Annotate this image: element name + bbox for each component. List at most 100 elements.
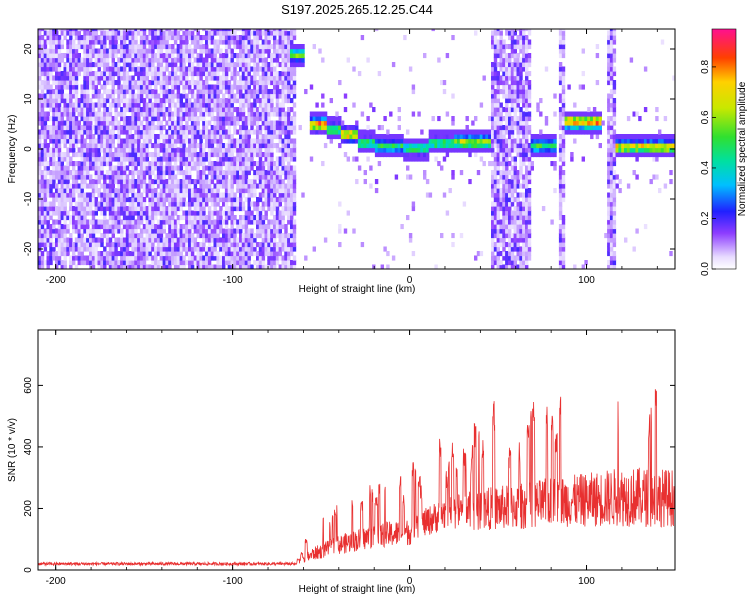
spectrogram-cell bbox=[137, 29, 141, 32]
spectrogram-cell bbox=[233, 138, 237, 144]
spectrogram-cell bbox=[66, 66, 70, 72]
spectrogram-cell bbox=[142, 71, 147, 77]
spectrogram-cell bbox=[199, 98, 203, 104]
spectrogram-cell bbox=[171, 98, 175, 104]
spectrogram-cell bbox=[168, 197, 172, 203]
spectrogram-cell bbox=[216, 255, 220, 261]
spectrogram-cell bbox=[142, 197, 147, 203]
spectrogram-cell bbox=[142, 174, 147, 180]
spectrogram-cell bbox=[247, 147, 251, 153]
spectrogram-cell bbox=[77, 161, 81, 167]
spectrogram-cell bbox=[199, 102, 203, 108]
spectrogram-cell bbox=[80, 251, 84, 257]
spectrogram-cell bbox=[86, 89, 90, 95]
spectrogram-cell bbox=[83, 138, 87, 144]
spectrogram-cell bbox=[377, 71, 382, 77]
spectrogram-cell bbox=[171, 75, 175, 81]
spectrogram-cell bbox=[193, 143, 198, 149]
spectrogram-cell bbox=[496, 170, 500, 176]
spectrogram-cell bbox=[125, 44, 130, 50]
spectrogram-cell bbox=[66, 111, 70, 117]
spectrogram-cell bbox=[159, 260, 164, 266]
spectrogram-cell bbox=[80, 215, 84, 221]
spectrogram-cell bbox=[196, 66, 200, 72]
spectrogram-cell bbox=[499, 264, 503, 269]
spectrogram-cell bbox=[179, 66, 183, 72]
spectrogram-cell bbox=[202, 98, 206, 104]
spectrogram-cell bbox=[80, 84, 84, 90]
spectrogram-cell bbox=[290, 156, 294, 162]
spectrogram-cell bbox=[40, 116, 45, 122]
spectrogram-cell bbox=[80, 39, 84, 45]
spectrogram-cell bbox=[80, 116, 84, 122]
spectrogram-cell bbox=[103, 179, 107, 185]
spectrogram-cell bbox=[162, 143, 166, 149]
spectrogram-cell bbox=[233, 66, 237, 72]
spectrogram-cell bbox=[159, 111, 164, 117]
spectrogram-cell bbox=[241, 192, 246, 198]
spectrogram-cell bbox=[499, 179, 503, 185]
spectrogram-cell bbox=[72, 228, 76, 234]
spectrogram-cell bbox=[199, 44, 203, 50]
spectrogram-cell bbox=[38, 143, 42, 149]
spectrogram-cell bbox=[216, 228, 220, 234]
spectrogram-cell bbox=[134, 66, 138, 72]
spectrogram-cell bbox=[253, 84, 257, 90]
spectrogram-cell bbox=[414, 147, 418, 153]
spectrogram-cell bbox=[159, 48, 164, 54]
spectrogram-cell bbox=[38, 183, 42, 189]
spectrogram-cell bbox=[40, 183, 45, 189]
spectrogram-cell bbox=[159, 210, 164, 216]
spectrogram-cell bbox=[199, 246, 203, 252]
spectrogram-cell bbox=[394, 174, 399, 180]
spectrogram-cell bbox=[250, 237, 254, 243]
spectrogram-cell bbox=[434, 138, 438, 144]
spectrogram-cell bbox=[219, 134, 223, 140]
spectrogram-cell bbox=[290, 210, 294, 216]
spectrogram-cell bbox=[241, 57, 246, 63]
spectrogram-cell bbox=[281, 152, 285, 158]
spectrogram-cell bbox=[103, 251, 107, 257]
spectrogram-cell bbox=[52, 242, 56, 248]
spectrogram-cell bbox=[258, 129, 263, 135]
spectrogram-cell bbox=[213, 255, 217, 261]
spectrogram-cell bbox=[244, 39, 249, 45]
spectrogram-cell bbox=[493, 44, 498, 50]
spectrogram-cell bbox=[207, 246, 212, 252]
spectrogram-cell bbox=[290, 48, 294, 54]
spectrogram-cell bbox=[74, 228, 79, 234]
spectrogram-cell bbox=[241, 62, 246, 68]
spectrogram-cell bbox=[80, 179, 84, 185]
spectrogram-cell bbox=[326, 125, 331, 131]
spectrogram-cell bbox=[114, 219, 118, 225]
spectrogram-cell bbox=[122, 242, 127, 248]
spectrogram-cell bbox=[114, 71, 118, 77]
spectrogram-cell bbox=[145, 152, 149, 158]
spectrogram-cell bbox=[222, 120, 226, 126]
spectrogram-cell bbox=[267, 161, 271, 167]
spectrogram-cell bbox=[216, 165, 220, 171]
spectrogram-cell bbox=[128, 242, 132, 248]
spectrogram-cell bbox=[241, 134, 246, 140]
spectrogram-cell bbox=[284, 66, 288, 72]
spectrogram-cell bbox=[394, 134, 399, 140]
spectrogram-cell bbox=[239, 138, 243, 144]
spectrogram-cell bbox=[247, 84, 251, 90]
spectrogram-cell bbox=[188, 224, 192, 230]
spectrogram-cell bbox=[40, 35, 45, 41]
spectrogram-cell bbox=[120, 147, 124, 153]
spectrogram-cell bbox=[352, 66, 356, 72]
spectrogram-cell bbox=[38, 57, 42, 63]
spectrogram-cell bbox=[290, 30, 294, 36]
spectrogram-cell bbox=[205, 129, 209, 135]
spectrogram-cell bbox=[284, 53, 288, 59]
spectrogram-cell bbox=[205, 224, 209, 230]
spectrogram-cell bbox=[202, 120, 206, 126]
spectrogram-cell bbox=[465, 129, 469, 135]
spectrogram-cell bbox=[66, 48, 70, 54]
spectrogram-cell bbox=[151, 183, 155, 189]
spectrogram-cell bbox=[168, 75, 172, 81]
spectrogram-cell bbox=[482, 147, 486, 153]
spectrogram-cell bbox=[46, 57, 50, 63]
spectrogram-cell bbox=[162, 260, 166, 266]
